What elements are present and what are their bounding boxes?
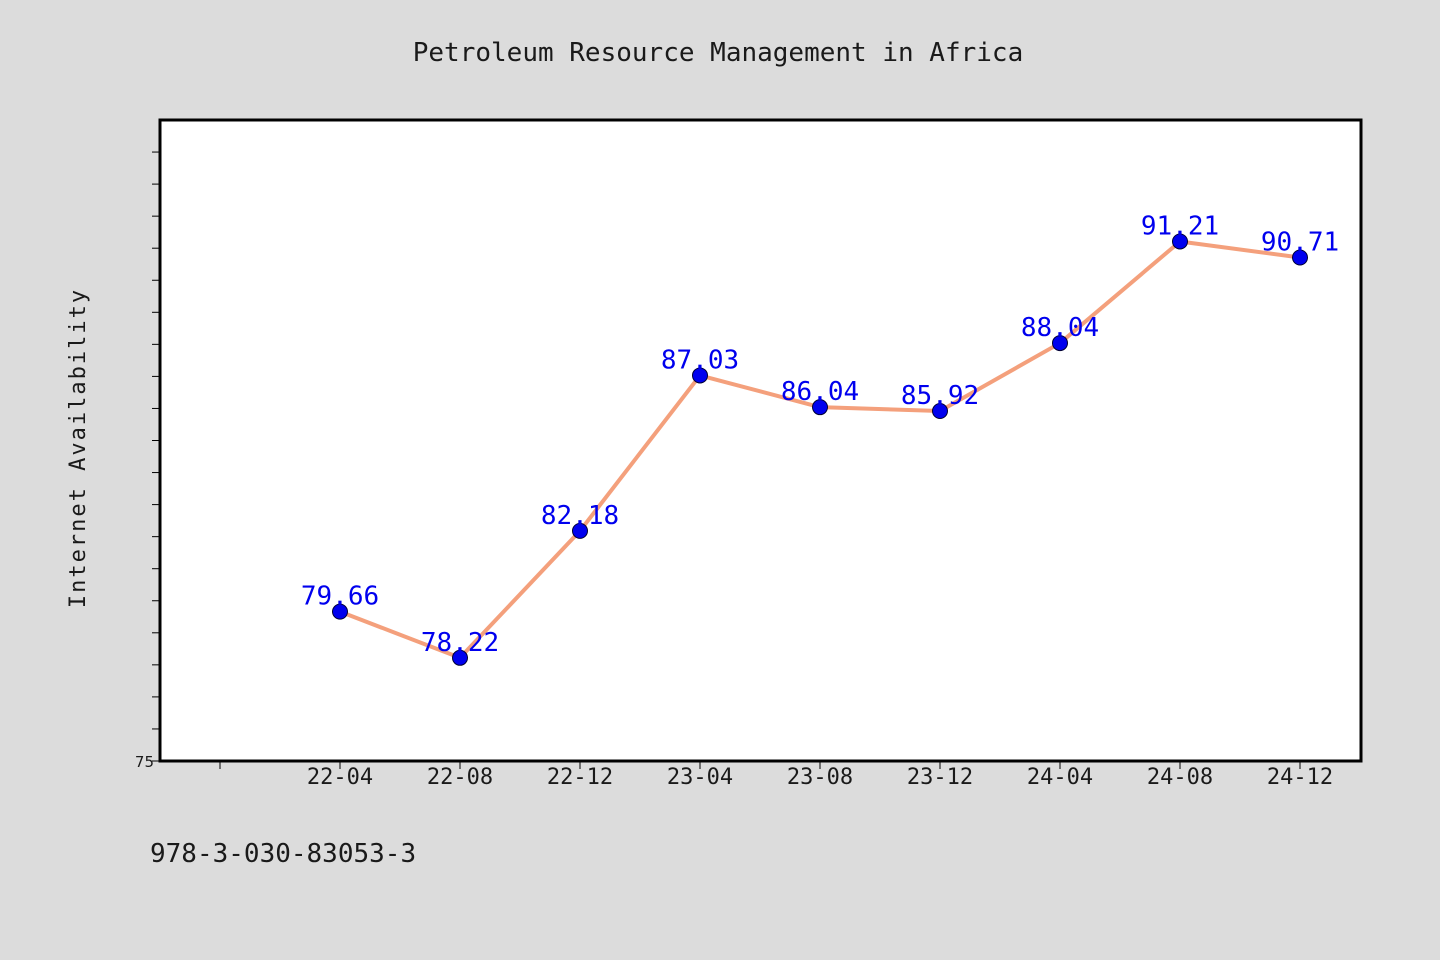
data-point (1292, 249, 1308, 266)
data-label: 87.03 (661, 345, 739, 375)
y-axis-ticks: 75 (135, 151, 160, 771)
data-label: 82.18 (541, 501, 619, 531)
x-tick-label: 24-04 (1027, 765, 1093, 790)
data-point (812, 399, 828, 416)
x-tick-label: 22-12 (547, 765, 613, 790)
x-axis-ticks: 22-04 22-08 22-12 23-04 23-08 23-12 24-04 24-08… (219, 761, 1333, 790)
data-label: 78.22 (421, 628, 499, 658)
data-point (452, 649, 468, 666)
x-tick-label: 22-04 (307, 765, 373, 790)
data-point (1052, 335, 1068, 352)
data-label: 79.66 (301, 582, 379, 612)
x-tick-label: 23-08 (787, 765, 853, 790)
data-point (692, 367, 708, 384)
data-label: 90.71 (1261, 227, 1339, 257)
plot-area (158, 118, 1363, 763)
x-tick-label: 24-12 (1267, 765, 1333, 790)
y-axis-label: Internet Availability (66, 288, 91, 608)
x-tick-label: 24-08 (1147, 765, 1213, 790)
data-label: 91.21 (1141, 211, 1219, 241)
series-layer (332, 233, 1308, 666)
data-point (932, 403, 948, 420)
x-tick-label: 23-12 (907, 765, 973, 790)
data-labels-layer: 79.66 78.22 82.18 87.03 86.04 85.92 88.04 91.21… (301, 211, 1339, 657)
y-tick-label: 75 (135, 753, 154, 771)
x-tick-label: 23-04 (667, 765, 733, 790)
data-point (572, 522, 588, 539)
data-point (1172, 233, 1188, 250)
x-tick-label: 22-08 (427, 765, 493, 790)
data-label: 88.04 (1021, 313, 1099, 343)
data-label: 86.04 (781, 377, 859, 407)
data-label: 85.92 (901, 381, 979, 411)
data-point (332, 603, 348, 620)
chart-title: Petroleum Resource Management in Africa (413, 38, 1023, 68)
footer-isbn: 978-3-030-83053-3 (150, 839, 416, 869)
